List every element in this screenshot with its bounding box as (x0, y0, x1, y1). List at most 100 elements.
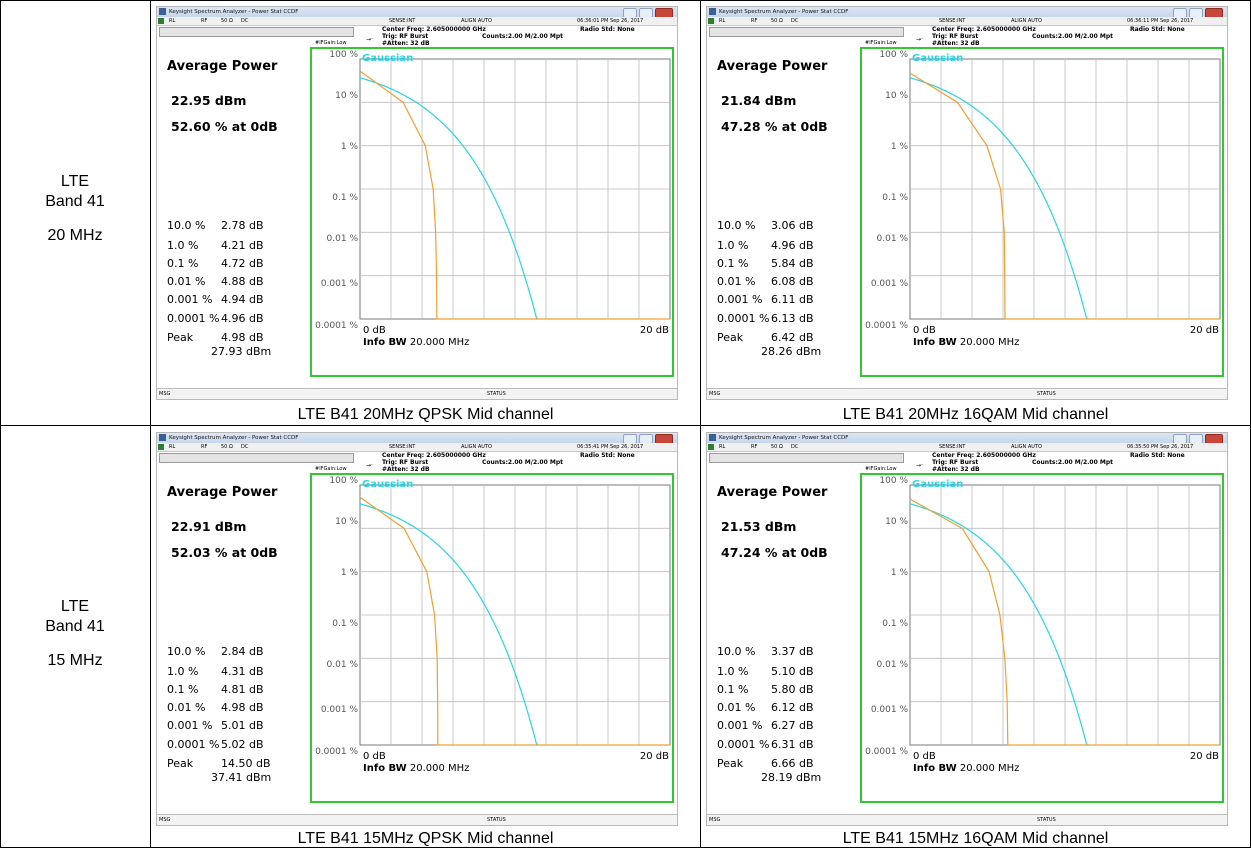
stat-label: Peak (167, 331, 194, 344)
stat-value: 4.31 dB (221, 665, 264, 678)
plot-area: 100 % 10 % 1 % 0.1 % 0.01 % 0.001 % 0.0001 % (860, 473, 1224, 803)
info-bw-label: Info BW (913, 337, 957, 348)
y-tick-label: 0.001 % (870, 279, 908, 289)
percent-at-0db: 52.03 % at 0dB (171, 545, 278, 560)
percent-at-0db: 52.60 % at 0dB (171, 119, 278, 134)
average-power-value: 21.84 dBm (721, 93, 797, 108)
if-gain: #IFGain:Low (865, 466, 897, 472)
peak-power-dbm: 27.93 dBm (211, 345, 272, 358)
msg-label: MSG (159, 391, 171, 397)
center-freq: Center Freq: 2.605000000 GHz (932, 452, 1036, 459)
align-indicator: ALIGN AUTO (461, 444, 492, 450)
attenuation: #Atten: 32 dB (382, 40, 430, 47)
center-freq: Center Freq: 2.605000000 GHz (932, 26, 1036, 33)
y-tick-label: 0.0001 % (865, 321, 908, 331)
analyzer-status-row: RL RF 50 Ω DC SENSE:INT ALIGN AUTO 06:36… (157, 17, 677, 26)
analyzer-screenshot-qpsk-20mhz: Keysight Spectrum Analyzer - Power Stat … (156, 6, 678, 400)
y-tick-label: 0.01 % (326, 234, 358, 244)
measured-curve (909, 72, 1220, 320)
ccdf-graph (909, 58, 1221, 320)
stat-label: 10.0 % (717, 219, 756, 232)
ccdf-graph (909, 484, 1221, 746)
measurement-settings: →· Center Freq: 2.605000000 GHz Trig: RF… (157, 452, 677, 473)
timestamp: 06:36:01 PM Sep 26, 2017 (577, 18, 644, 24)
stat-label: 0.0001 % (717, 312, 770, 325)
stat-value: 6.31 dB (771, 738, 814, 751)
trigger-arrow-icon: →· (366, 36, 373, 43)
analyzer-screenshot-16qam-20mhz: Keysight Spectrum Analyzer - Power Stat … (706, 6, 1228, 400)
plot-area: 100 % 10 % 1 % 0.1 % 0.01 % 0.001 % 0.0001 % (310, 473, 674, 803)
lxi-icon (708, 18, 714, 24)
y-tick-label: 10 % (335, 91, 358, 101)
row-label-20mhz: LTE Band 41 20 MHz (0, 172, 150, 246)
status-bar: MSG STATUS (707, 814, 1227, 825)
window-titlebar: Keysight Spectrum Analyzer - Power Stat … (707, 7, 1227, 18)
rl-indicator: RL (169, 444, 176, 450)
attenuation: #Atten: 32 dB (382, 466, 430, 473)
rf-indicator: RF (751, 444, 758, 450)
stat-value: 4.96 dB (771, 239, 814, 252)
analyzer-status-row: RL RF 50 Ω DC SENSE:INT ALIGN AUTO 06:35… (707, 443, 1227, 452)
stat-label: 0.001 % (717, 719, 763, 732)
average-power-value: 22.95 dBm (171, 93, 247, 108)
y-tick-label: 1 % (890, 568, 908, 578)
lxi-icon (158, 444, 164, 450)
status-label: STATUS (1037, 391, 1056, 397)
analyzer-status-row: RL RF 50 Ω DC SENSE:INT ALIGN AUTO 06:36… (707, 17, 1227, 26)
bandwidth-label: 20 MHz (47, 227, 103, 244)
stat-label: Peak (167, 757, 194, 770)
caption-16qam-20mhz: LTE B41 20MHz 16QAM Mid channel (842, 406, 1109, 423)
stat-label: 0.01 % (167, 275, 206, 288)
average-power-heading: Average Power (167, 485, 278, 500)
band-name: LTE (60, 173, 90, 190)
stat-label: 0.01 % (717, 275, 756, 288)
rf-indicator: RF (201, 18, 208, 24)
analyzer-screenshot-qpsk-15mhz: Keysight Spectrum Analyzer - Power Stat … (156, 432, 678, 826)
info-bw: Info BW 20.000 MHz (913, 337, 1019, 348)
gaussian-legend: Gaussian (912, 479, 964, 490)
radio-std: Radio Std: None (1130, 452, 1185, 459)
coupling-indicator: DC (241, 444, 249, 450)
trigger-source: Trig: RF Burst (932, 33, 979, 40)
stat-value: 4.94 dB (221, 293, 264, 306)
stat-value: 5.01 dB (221, 719, 264, 732)
stat-label: 1.0 % (167, 665, 199, 678)
measured-curve (359, 496, 670, 746)
stat-label: Peak (717, 757, 744, 770)
y-tick-label: 1 % (340, 568, 358, 578)
x-axis-max: 20 dB (1189, 751, 1219, 762)
trigger-source: Trig: RF Burst (382, 459, 429, 466)
x-axis-min: 0 dB (363, 751, 386, 762)
center-freq: Center Freq: 2.605000000 GHz (382, 26, 486, 33)
percent-at-0db: 47.24 % at 0dB (721, 545, 828, 560)
stat-value: 5.02 dB (221, 738, 264, 751)
trigger-source: Trig: RF Burst (382, 33, 429, 40)
peak-power-dbm: 28.26 dBm (761, 345, 822, 358)
info-bw: Info BW 20.000 MHz (913, 763, 1019, 774)
gaussian-curve (909, 503, 1089, 746)
align-indicator: ALIGN AUTO (1011, 444, 1042, 450)
ccdf-graph (359, 58, 671, 320)
stat-label: 0.1 % (167, 257, 199, 270)
band-number: Band 41 (45, 193, 105, 210)
stat-value: 4.72 dB (221, 257, 264, 270)
msg-label: MSG (709, 817, 721, 823)
if-gain: #IFGain:Low (315, 40, 347, 46)
status-label: STATUS (487, 391, 506, 397)
info-bw-value: 20.000 MHz (409, 763, 470, 774)
counts: Counts:2.00 M/2.00 Mpt (1032, 33, 1113, 40)
align-indicator: ALIGN AUTO (461, 18, 492, 24)
stat-value: 3.06 dB (771, 219, 814, 232)
ccdf-plot: Gaussian 0 dB 20 dB Info BW 20.000 MHz (310, 473, 674, 803)
sense-indicator: SENSE:INT (389, 444, 416, 450)
radio-std: Radio Std: None (580, 26, 635, 33)
sense-indicator: SENSE:INT (389, 18, 416, 24)
y-tick-label: 0.1 % (882, 619, 908, 629)
y-tick-label: 10 % (335, 517, 358, 527)
analyzer-screenshot-16qam-15mhz: Keysight Spectrum Analyzer - Power Stat … (706, 432, 1228, 826)
radio-std: Radio Std: None (580, 452, 635, 459)
rf-indicator: RF (201, 444, 208, 450)
info-bw: Info BW 20.000 MHz (363, 763, 469, 774)
y-tick-label: 0.1 % (882, 193, 908, 203)
if-gain: #IFGain:Low (315, 466, 347, 472)
